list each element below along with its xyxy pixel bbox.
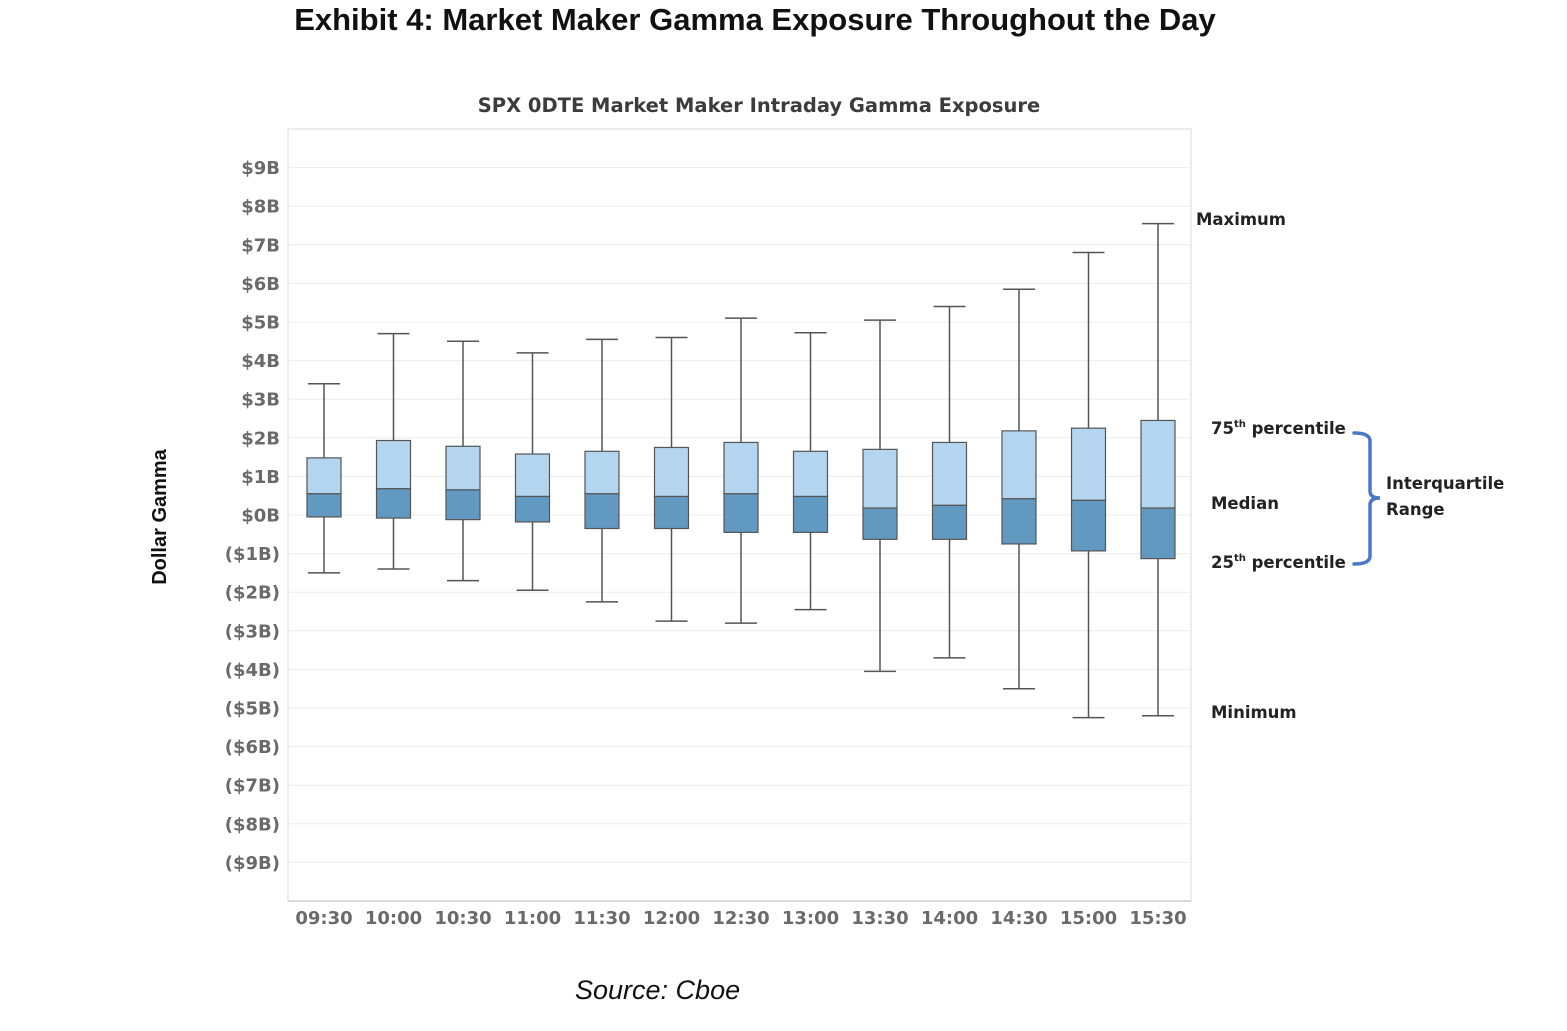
- box-1100: [514, 352, 551, 592]
- y-tick-label: ($1B): [225, 544, 280, 565]
- x-tick-label: 11:00: [504, 908, 561, 929]
- x-tick-label: 10:00: [365, 908, 422, 929]
- y-axis-ticks: $9B $8B $7B $6B $5B $4B $3B $2B $1B $0B ($1B) ($2B)…: [225, 158, 280, 874]
- upper-box: [306, 457, 342, 495]
- box-1430: [1001, 288, 1037, 690]
- upper-box: [653, 446, 690, 498]
- y-tick-label: ($4B): [225, 660, 280, 681]
- x-tick-label: 12:00: [643, 908, 700, 929]
- exhibit-title: Exhibit 4: Market Maker Gamma Exposure T…: [294, 2, 1216, 37]
- annotation-interquartile-range: Interquartile Range: [1386, 474, 1504, 519]
- lower-box: [653, 495, 690, 530]
- interquartile-bracket: [1352, 431, 1381, 566]
- x-tick-label: 14:00: [921, 908, 978, 929]
- box-1030: [445, 340, 481, 582]
- y-tick-label: $0B: [241, 506, 280, 527]
- y-tick-label: $2B: [241, 428, 280, 449]
- x-tick-label: 13:30: [851, 908, 908, 929]
- y-axis-label: Dollar Gamma: [149, 448, 171, 584]
- upper-box: [445, 445, 481, 491]
- y-tick-label: ($5B): [225, 699, 280, 720]
- y-tick-label: $4B: [241, 351, 280, 372]
- lower-box: [375, 488, 412, 519]
- annotation-median: Median: [1211, 494, 1279, 513]
- annotation-maximum: Maximum: [1196, 210, 1286, 229]
- upper-box: [1001, 430, 1037, 500]
- upper-box: [862, 448, 898, 509]
- x-tick-label: 14:30: [990, 908, 1047, 929]
- lower-box: [1070, 499, 1107, 552]
- lower-box: [514, 495, 551, 523]
- box-1000: [375, 332, 412, 570]
- x-tick-label: 10:30: [434, 908, 491, 929]
- annotation-75th-percentile: 75th percentile: [1211, 419, 1346, 438]
- chart-title: SPX 0DTE Market Maker Intraday Gamma Exp…: [478, 94, 1041, 117]
- annotations: Maximum 75th percentile Median 25th perc…: [1196, 210, 1504, 722]
- box-1130: [584, 338, 620, 603]
- upper-box: [931, 441, 968, 506]
- y-tick-label: ($7B): [225, 776, 280, 797]
- y-tick-label: ($9B): [225, 853, 280, 874]
- upper-box: [792, 450, 829, 498]
- y-tick-label: ($2B): [225, 583, 280, 604]
- box-1500: [1070, 251, 1107, 719]
- y-tick-label: $3B: [241, 390, 280, 411]
- box-1530: [1140, 222, 1176, 717]
- annotation-25th-percentile: 25th percentile: [1211, 553, 1346, 572]
- lower-box: [306, 493, 342, 518]
- y-tick-label: $6B: [241, 274, 280, 295]
- y-tick-label: $5B: [241, 313, 280, 334]
- x-tick-label: 15:00: [1060, 908, 1117, 929]
- upper-box: [1140, 419, 1176, 509]
- lower-box: [723, 493, 759, 533]
- lower-box: [584, 493, 620, 530]
- x-tick-label: 12:30: [712, 908, 769, 929]
- y-tick-label: $1B: [241, 467, 280, 488]
- y-tick-label: $9B: [241, 158, 280, 179]
- y-tick-label: ($6B): [225, 737, 280, 758]
- x-tick-label: 13:00: [782, 908, 839, 929]
- y-tick-label: $7B: [241, 235, 280, 256]
- x-axis-ticks: 09:30 10:00 10:30 11:00 11:30 12:00 12:30 13:00…: [295, 908, 1186, 929]
- y-tick-label: ($3B): [225, 621, 280, 642]
- upper-box: [375, 439, 412, 490]
- upper-box: [514, 453, 551, 498]
- box-1300: [792, 332, 829, 611]
- box-1200: [653, 336, 690, 622]
- x-tick-label: 09:30: [295, 908, 352, 929]
- y-tick-label: $8B: [241, 197, 280, 218]
- box-0930: [306, 383, 342, 574]
- lower-box: [445, 489, 481, 521]
- x-tick-label: 15:30: [1129, 908, 1186, 929]
- upper-box: [723, 441, 759, 495]
- lower-box: [792, 495, 829, 533]
- upper-box: [1070, 427, 1107, 501]
- lower-box: [1140, 507, 1176, 560]
- source-note: Source: Cboe: [575, 975, 741, 1005]
- lower-box: [862, 507, 898, 540]
- box-1230: [723, 317, 759, 624]
- box-series: [306, 222, 1176, 719]
- box-1400: [931, 305, 968, 659]
- box-1330: [862, 319, 898, 673]
- y-tick-label: ($8B): [225, 814, 280, 835]
- upper-box: [584, 450, 620, 495]
- lower-box: [1001, 498, 1037, 545]
- x-tick-label: 11:30: [573, 908, 630, 929]
- lower-box: [931, 504, 968, 540]
- annotation-minimum: Minimum: [1211, 703, 1297, 722]
